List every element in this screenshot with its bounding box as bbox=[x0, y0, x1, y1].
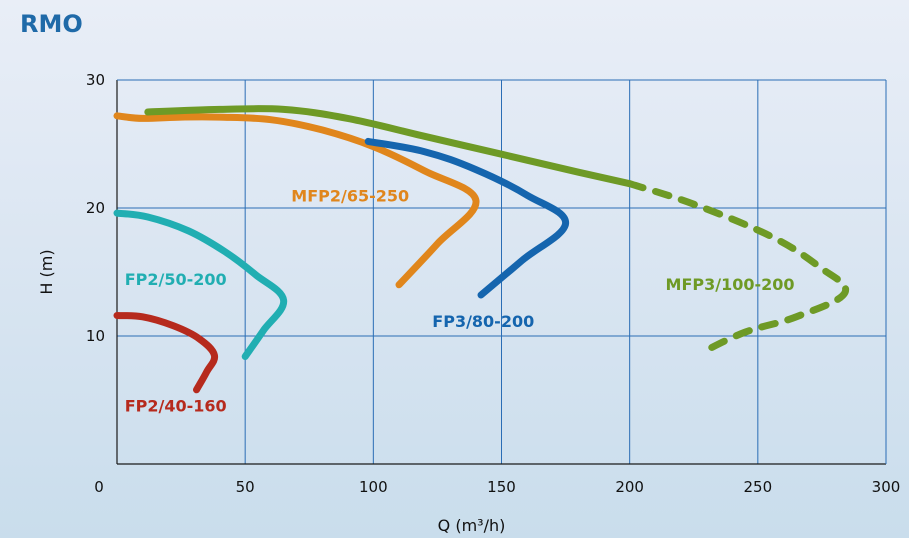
x-tick-label-0: 0 bbox=[94, 478, 104, 496]
x-tick-label-200: 200 bbox=[615, 478, 644, 496]
curve-fp2-40-160 bbox=[113, 312, 219, 394]
label-mfp3-100-200: MFP3/100-200 bbox=[666, 275, 795, 294]
y-tick-label-30: 30 bbox=[86, 71, 105, 89]
x-tick-label-100: 100 bbox=[359, 478, 388, 496]
tick-labels: 0 50 100 150 200 250 300 10 20 30 bbox=[86, 71, 900, 496]
x-axis-label: Q (m³/h) bbox=[438, 516, 506, 535]
curve-mfp3-100-200 bbox=[144, 105, 634, 188]
x-tick-label-250: 250 bbox=[744, 478, 773, 496]
label-fp2-50-200: FP2/50-200 bbox=[125, 270, 227, 289]
pump-curves bbox=[113, 105, 850, 394]
curve-mfp2-65-250 bbox=[113, 112, 480, 289]
y-tick-label-10: 10 bbox=[86, 327, 105, 345]
label-fp3-80-200: FP3/80-200 bbox=[432, 312, 534, 331]
y-axis-label: H (m) bbox=[37, 249, 56, 294]
label-mfp2-65-250: MFP2/65-250 bbox=[291, 187, 409, 206]
curve-labels: FP2/40-160 FP2/50-200 MFP2/65-250 FP3/80-20… bbox=[125, 187, 795, 416]
curve-mfp3-100-200-extension bbox=[626, 180, 850, 357]
y-tick-label-20: 20 bbox=[86, 199, 105, 217]
label-fp2-40-160: FP2/40-160 bbox=[125, 397, 227, 416]
curve-fp3-80-200 bbox=[364, 137, 570, 299]
x-tick-label-150: 150 bbox=[487, 478, 516, 496]
x-tick-label-300: 300 bbox=[872, 478, 901, 496]
x-tick-label-50: 50 bbox=[236, 478, 255, 496]
page-title: RMO bbox=[20, 10, 83, 38]
curve-fp2-50-200 bbox=[113, 209, 288, 360]
chart-grid bbox=[116, 79, 887, 465]
